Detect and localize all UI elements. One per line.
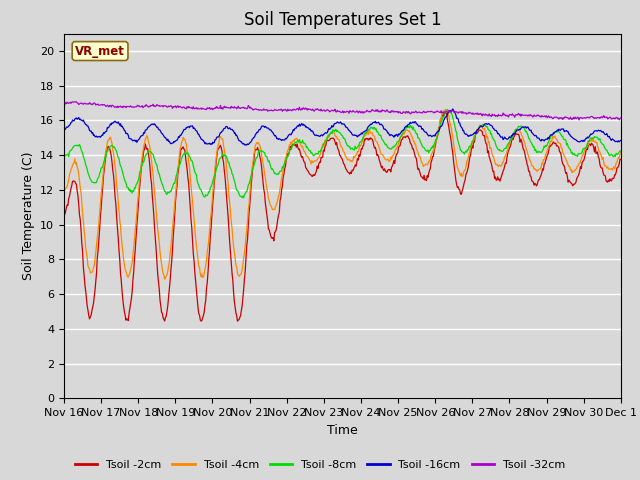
Tsoil -2cm [441, 109, 449, 115]
Tsoil -32cm [128, 104, 136, 110]
Line: Tsoil -16cm: Tsoil -16cm [64, 109, 621, 145]
Tsoil -16cm [184, 124, 192, 130]
Tsoil -32cm [214, 106, 222, 111]
Tsoil -2cm [617, 156, 625, 162]
Tsoil -16cm [60, 127, 68, 133]
Tsoil -32cm [70, 99, 78, 105]
Tsoil -8cm [70, 143, 78, 149]
Title: Soil Temperatures Set 1: Soil Temperatures Set 1 [244, 11, 441, 29]
Tsoil -16cm [70, 118, 78, 124]
Tsoil -8cm [428, 145, 435, 151]
Tsoil -2cm [60, 211, 68, 216]
Tsoil -8cm [184, 150, 192, 156]
Tsoil -32cm [60, 101, 68, 107]
Tsoil -16cm [127, 136, 135, 142]
Tsoil -4cm [127, 263, 135, 269]
Tsoil -32cm [617, 115, 625, 121]
Tsoil -8cm [444, 107, 451, 112]
Tsoil -4cm [214, 143, 222, 148]
Tsoil -16cm [411, 119, 419, 125]
Tsoil -16cm [428, 133, 435, 139]
Tsoil -2cm [411, 152, 419, 158]
Tsoil -2cm [234, 318, 241, 324]
Tsoil -4cm [185, 159, 193, 165]
Line: Tsoil -4cm: Tsoil -4cm [64, 109, 621, 279]
Tsoil -16cm [241, 142, 249, 148]
Tsoil -32cm [428, 108, 435, 114]
Line: Tsoil -32cm: Tsoil -32cm [64, 102, 621, 120]
Tsoil -32cm [185, 104, 193, 109]
Tsoil -32cm [575, 117, 583, 123]
Tsoil -2cm [127, 296, 135, 301]
Tsoil -16cm [617, 138, 625, 144]
Tsoil -32cm [71, 99, 79, 105]
Tsoil -2cm [184, 175, 192, 181]
Tsoil -8cm [411, 128, 419, 133]
Tsoil -4cm [617, 149, 625, 155]
Tsoil -8cm [617, 148, 625, 154]
Tsoil -8cm [60, 152, 68, 158]
Tsoil -4cm [411, 141, 419, 147]
Tsoil -2cm [214, 149, 221, 155]
Tsoil -4cm [161, 276, 168, 282]
Tsoil -2cm [70, 179, 78, 184]
Tsoil -4cm [442, 107, 450, 112]
Tsoil -4cm [70, 160, 78, 166]
X-axis label: Time: Time [327, 424, 358, 437]
Tsoil -8cm [240, 195, 248, 201]
Tsoil -8cm [214, 164, 221, 169]
Tsoil -2cm [428, 159, 435, 165]
Legend: Tsoil -2cm, Tsoil -4cm, Tsoil -8cm, Tsoil -16cm, Tsoil -32cm: Tsoil -2cm, Tsoil -4cm, Tsoil -8cm, Tsoi… [70, 456, 570, 474]
Text: VR_met: VR_met [75, 45, 125, 58]
Tsoil -16cm [449, 106, 456, 112]
Tsoil -4cm [428, 153, 435, 158]
Tsoil -16cm [214, 134, 221, 140]
Y-axis label: Soil Temperature (C): Soil Temperature (C) [22, 152, 35, 280]
Tsoil -32cm [411, 109, 419, 115]
Tsoil -4cm [60, 188, 68, 193]
Line: Tsoil -8cm: Tsoil -8cm [64, 109, 621, 198]
Line: Tsoil -2cm: Tsoil -2cm [64, 112, 621, 321]
Tsoil -8cm [127, 188, 135, 193]
